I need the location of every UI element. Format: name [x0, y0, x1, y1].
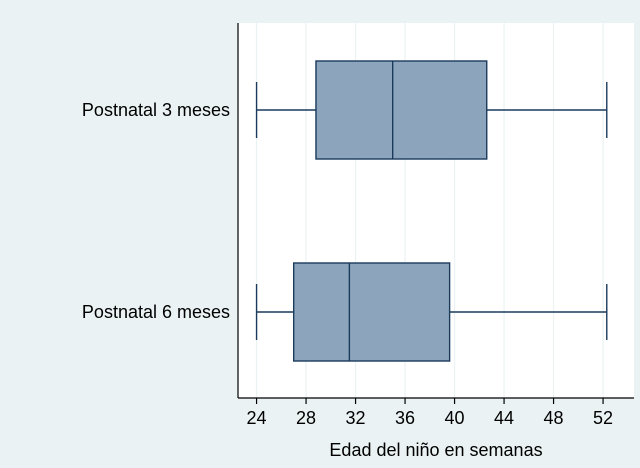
- x-tick-label: 32: [346, 408, 366, 428]
- x-tick-label: 40: [445, 408, 465, 428]
- box-layer: [255, 60, 608, 362]
- box-group: [255, 60, 608, 160]
- category-label: Postnatal 6 meses: [82, 302, 230, 322]
- x-tick-label: 36: [395, 408, 415, 428]
- category-label: Postnatal 3 meses: [82, 100, 230, 120]
- category-labels: Postnatal 3 meses Postnatal 6 meses: [82, 100, 230, 322]
- iqr-box: [292, 262, 451, 362]
- x-ticks: 24 28 32 36 40 44 48 52: [247, 398, 613, 428]
- x-tick-label: 52: [593, 408, 613, 428]
- x-tick-label: 48: [544, 408, 564, 428]
- x-axis-title: Edad del niño en semanas: [329, 440, 542, 460]
- iqr-box: [315, 60, 488, 160]
- x-tick-label: 28: [296, 408, 316, 428]
- box-group: [255, 262, 608, 362]
- x-tick-label: 24: [247, 408, 267, 428]
- x-tick-label: 44: [494, 408, 514, 428]
